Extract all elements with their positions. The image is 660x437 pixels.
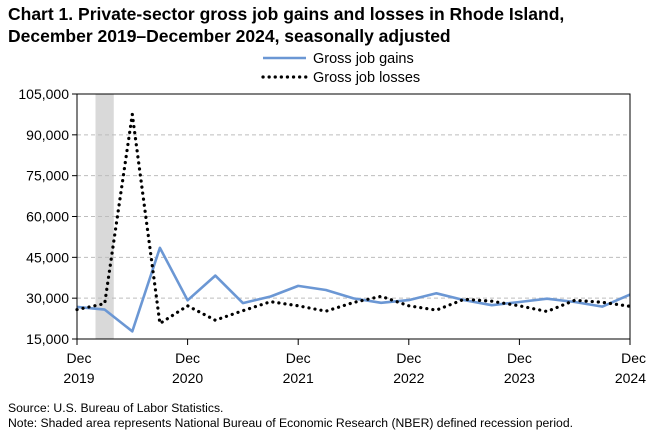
chart-legend: Gross job gains Gross job losses (261, 51, 420, 86)
chart-title: Chart 1. Private-sector gross job gains … (8, 3, 648, 47)
series-line-gross-job-gains (76, 246, 631, 333)
x-tick-label-year: 2024 (615, 370, 646, 386)
x-tick-label-year: 2023 (504, 370, 535, 386)
chart-title-line1: Chart 1. Private-sector gross job gains … (8, 4, 565, 24)
chart-title-line2: December 2019–December 2024, seasonally … (8, 26, 451, 46)
grid-lines (77, 134, 630, 299)
y-tick-label: 60,000 (26, 209, 69, 225)
recession-note: Note: Shaded area represents National Bu… (8, 416, 573, 430)
axis-labels: 105,000 90,000 75,000 60,000 45,000 30,000 15,… (18, 86, 646, 386)
x-tick-label-month: Dec (286, 350, 311, 366)
x-tick-label-month: Dec (67, 350, 92, 366)
legend-label: Gross job losses (313, 70, 420, 86)
x-tick-label-year: 2021 (283, 370, 314, 386)
y-tick-label: 90,000 (26, 127, 69, 143)
series-line-gross-job-losses (75, 114, 632, 327)
x-tick-label-month: Dec (175, 350, 200, 366)
y-tick-label: 105,000 (18, 86, 69, 102)
x-tick-label-year: 2019 (63, 370, 94, 386)
x-tick-label-year: 2022 (393, 370, 424, 386)
x-tick-label-year: 2020 (172, 370, 203, 386)
x-tick-label-month: Dec (396, 350, 421, 366)
legend-label: Gross job gains (313, 51, 414, 67)
series-layer (75, 114, 632, 333)
y-tick-label: 30,000 (26, 290, 69, 306)
y-tick-label: 75,000 (26, 168, 69, 184)
chart-notes: Source: U.S. Bureau of Labor Statistics.… (8, 401, 573, 431)
x-tick-label-month: Dec (507, 350, 532, 366)
y-tick-label: 15,000 (26, 331, 69, 347)
x-tick-label-month: Dec (621, 350, 646, 366)
y-tick-label: 45,000 (26, 249, 69, 265)
source-note: Source: U.S. Bureau of Labor Statistics. (8, 401, 224, 415)
